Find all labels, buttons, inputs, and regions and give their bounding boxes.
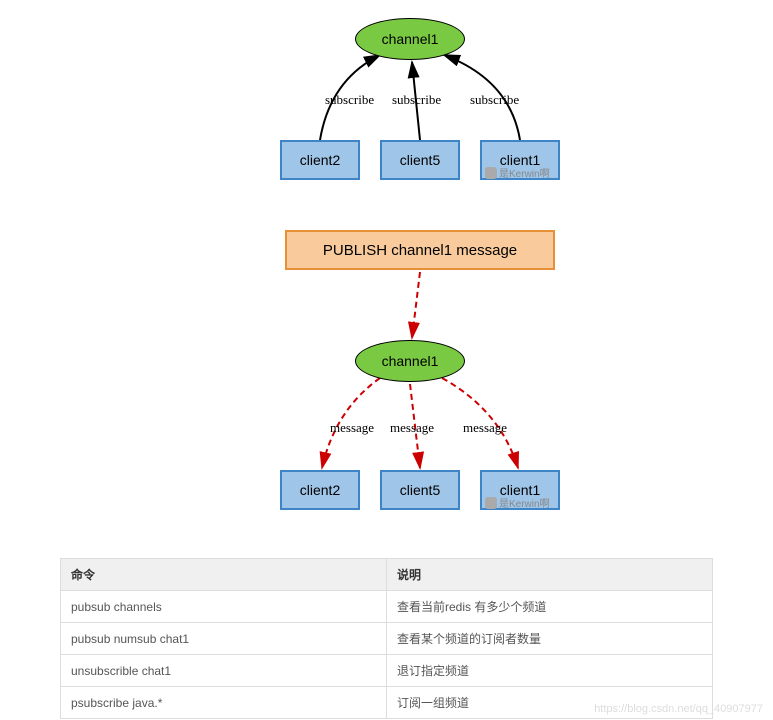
client-node: client5	[380, 140, 460, 180]
channel-node-2: channel1	[355, 340, 465, 382]
table-cell: psubscribe java.*	[61, 687, 387, 719]
channel-label: channel1	[382, 31, 439, 47]
table-header: 命令	[61, 559, 387, 591]
table-header: 说明	[387, 559, 713, 591]
table-row: pubsub channels 查看当前redis 有多少个频道	[61, 591, 713, 623]
client-node: client2	[280, 470, 360, 510]
table-cell: 退订指定频道	[387, 655, 713, 687]
client-label: client2	[300, 482, 340, 498]
command-table: 命令 说明 pubsub channels 查看当前redis 有多少个频道 p…	[60, 558, 713, 719]
wechat-icon	[485, 497, 497, 509]
wechat-icon	[485, 167, 497, 179]
client-label: client5	[400, 152, 440, 168]
channel-node-1: channel1	[355, 18, 465, 60]
table-cell: unsubscrible chat1	[61, 655, 387, 687]
table-cell: pubsub numsub chat1	[61, 623, 387, 655]
footer-watermark: https://blog.csdn.net/qq_40907977	[594, 703, 763, 715]
client-node: client5	[380, 470, 460, 510]
publish-box: PUBLISH channel1 message	[285, 230, 555, 270]
table-header-row: 命令 说明	[61, 559, 713, 591]
client-node: client2	[280, 140, 360, 180]
edge-label: message	[390, 420, 434, 436]
edge-label: subscribe	[325, 92, 374, 108]
arrows-layer	[180, 0, 600, 540]
watermark: 是Kerwin啊	[485, 495, 550, 510]
table-row: pubsub numsub chat1 查看某个频道的订阅者数量	[61, 623, 713, 655]
edge-label: subscribe	[470, 92, 519, 108]
edge-label: message	[330, 420, 374, 436]
channel-label: channel1	[382, 353, 439, 369]
client-label: client5	[400, 482, 440, 498]
table-cell: 查看当前redis 有多少个频道	[387, 591, 713, 623]
edge-label: message	[463, 420, 507, 436]
table-cell: pubsub channels	[61, 591, 387, 623]
table-row: unsubscrible chat1 退订指定频道	[61, 655, 713, 687]
watermark: 是Kerwin啊	[485, 165, 550, 180]
table-cell: 查看某个频道的订阅者数量	[387, 623, 713, 655]
pubsub-diagram: channel1 client2 client5 client1 subscri…	[180, 0, 600, 540]
client-label: client2	[300, 152, 340, 168]
edge-label: subscribe	[392, 92, 441, 108]
publish-label: PUBLISH channel1 message	[323, 242, 517, 259]
